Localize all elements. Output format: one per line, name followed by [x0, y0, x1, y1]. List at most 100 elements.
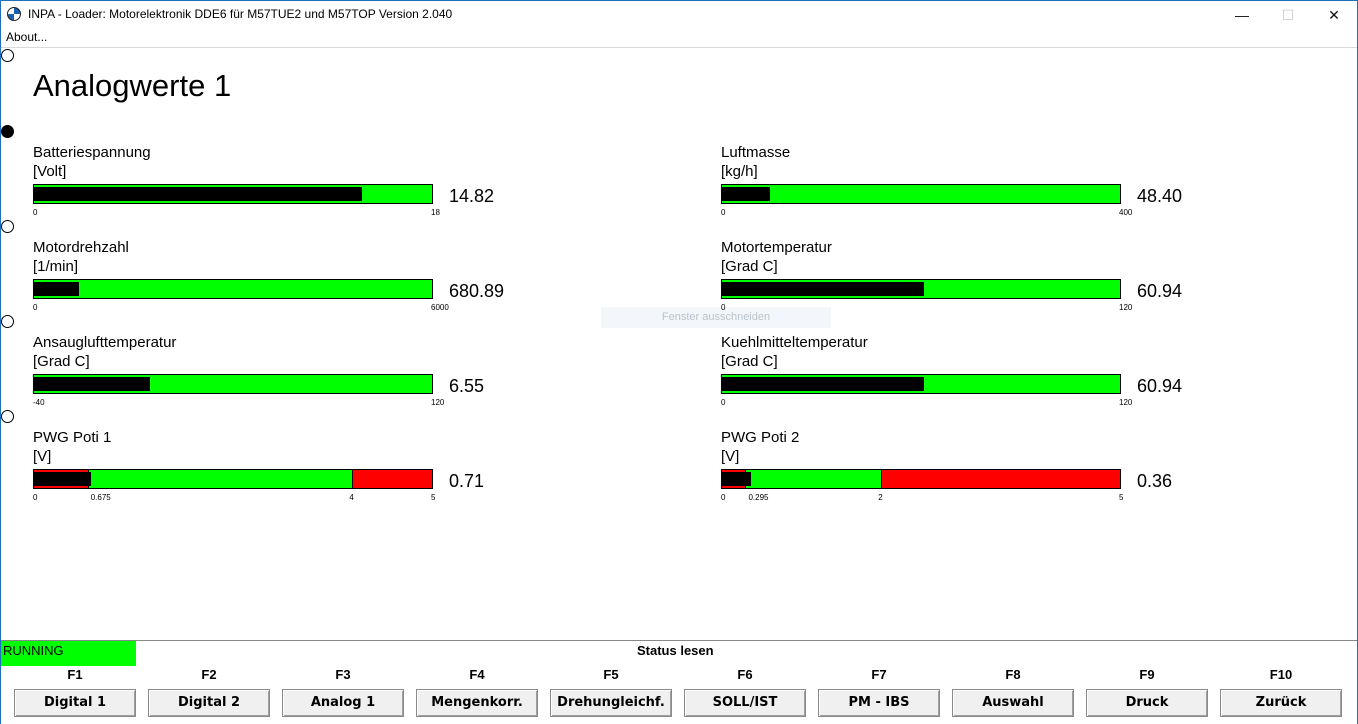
gauge-value: 0.36: [1137, 471, 1173, 491]
gauge-value: 6.55: [449, 376, 485, 396]
gauge-bar: [721, 469, 1121, 489]
gauge-max-label: 5: [1119, 493, 1124, 502]
gauge-unit: [Grad C]: [721, 258, 778, 275]
fkey-button-f6[interactable]: SOLL/IST: [684, 689, 806, 717]
gauge-min-label: 0: [721, 303, 726, 312]
gauge-threshold-label: 4: [349, 493, 354, 502]
gauge-2: Motordrehzahl [1/min] 680.89 0 6000: [33, 239, 593, 319]
gauge-name: Luftmasse: [721, 144, 791, 161]
radio-indicator: [1, 49, 14, 62]
gauge-value: 48.40: [1137, 186, 1183, 206]
gauge-unit: [Grad C]: [721, 353, 778, 370]
gauge-fill: [722, 472, 751, 486]
gauge-max-label: 120: [1119, 303, 1133, 312]
gauge-fill: [34, 472, 91, 486]
gauge-bar: [33, 279, 433, 299]
radio-indicator: [1, 410, 14, 423]
fkey-button-f8[interactable]: Auswahl: [952, 689, 1074, 717]
fkey-button-f7[interactable]: PM - IBS: [818, 689, 940, 717]
ghost-tooltip: Fenster ausschneiden: [601, 307, 831, 328]
radio-indicator: [1, 220, 14, 233]
gauge-5: Kuehlmitteltemperatur [Grad C] 60.94 0 120: [721, 334, 1281, 414]
gauge-min-label: 0: [721, 208, 726, 217]
gauge-threshold-label: 0.675: [90, 493, 111, 502]
gauge-fill: [722, 282, 925, 296]
gauge-name: Batteriespannung: [33, 144, 151, 161]
gauge-min-label: 0: [721, 493, 726, 502]
menu-bar: About...: [1, 29, 1357, 48]
fkey-button-f4[interactable]: Mengenkorr.: [416, 689, 538, 717]
gauge-4: Ansauglufttemperatur [Grad C] 6.55 -40 120: [33, 334, 593, 414]
gauge-threshold-mark: [352, 470, 354, 488]
gauge-value: 60.94: [1137, 376, 1183, 396]
close-button[interactable]: ✕: [1328, 7, 1340, 23]
gauge-name: Motortemperatur: [721, 239, 832, 256]
gauge-bar: [33, 184, 433, 204]
fkey-button-f3[interactable]: Analog 1: [282, 689, 404, 717]
gauge-min-label: 0: [33, 493, 38, 502]
fkey-button-f1[interactable]: Digital 1: [14, 689, 136, 717]
gauge-bar: [721, 184, 1121, 204]
gauge-threshold-label: 0.295: [748, 493, 769, 502]
gauge-min-label: 0: [33, 208, 38, 217]
gauge-zone-ok: [745, 470, 882, 488]
gauge-fill: [722, 377, 925, 391]
gauge-unit: [V]: [721, 448, 740, 465]
gauge-value: 0.71: [449, 471, 485, 491]
gauge-zone-ok: [87, 470, 353, 488]
gauge-value: 680.89: [449, 281, 505, 301]
fkey-label-f2: F2: [201, 667, 217, 682]
gauge-name: PWG Poti 2: [721, 429, 800, 446]
gauge-min-label: 0: [33, 303, 38, 312]
title-bar: INPA - Loader: Motorelektronik DDE6 für …: [1, 1, 1357, 29]
fkey-button-f9[interactable]: Druck: [1086, 689, 1208, 717]
gauge-max-label: 120: [1119, 398, 1133, 407]
gauge-name: PWG Poti 1: [33, 429, 112, 446]
gauge-0: Batteriespannung [Volt] 14.82 0 18: [33, 144, 593, 224]
gauge-fill: [34, 187, 362, 201]
page-title: Analogwerte 1: [33, 68, 232, 103]
gauge-6: PWG Poti 1 [V] 0.71 0 5 0.675 4: [33, 429, 593, 509]
running-indicator: RUNNING: [1, 641, 136, 666]
gauge-fill: [34, 282, 79, 296]
fkey-button-f5[interactable]: Drehungleichf.: [550, 689, 672, 717]
gauge-max-label: 6000: [431, 303, 449, 312]
window-title: INPA - Loader: Motorelektronik DDE6 für …: [28, 7, 453, 21]
minimize-button[interactable]: —: [1235, 7, 1249, 23]
gauge-fill: [722, 187, 771, 201]
gauge-threshold-mark: [881, 470, 883, 488]
gauge-bar: [33, 374, 433, 394]
gauge-max-label: 18: [431, 208, 440, 217]
gauge-unit: [kg/h]: [721, 163, 758, 180]
gauge-bar: [33, 469, 433, 489]
gauge-3: Motortemperatur [Grad C] 60.94 0 120: [721, 239, 1281, 319]
fkey-label-f3: F3: [335, 667, 351, 682]
gauge-min-label: -40: [33, 398, 45, 407]
fkey-label-f5: F5: [603, 667, 619, 682]
maximize-button[interactable]: ☐: [1281, 7, 1295, 23]
gauge-value: 60.94: [1137, 281, 1183, 301]
gauge-threshold-label: 2: [878, 493, 883, 502]
gauge-max-label: 120: [431, 398, 445, 407]
gauge-unit: [V]: [33, 448, 52, 465]
status-area: RUNNING Status lesen F1 Digital 1 F2 Digita…: [1, 640, 1357, 724]
fkey-label-f9: F9: [1139, 667, 1155, 682]
menu-about[interactable]: About...: [6, 30, 48, 44]
gauge-name: Kuehlmitteltemperatur: [721, 334, 868, 351]
fkey-label-f1: F1: [67, 667, 83, 682]
gauge-max-label: 400: [1119, 208, 1133, 217]
fkey-label-f6: F6: [737, 667, 753, 682]
gauge-1: Luftmasse [kg/h] 48.40 0 400: [721, 144, 1281, 224]
fkey-label-f7: F7: [871, 667, 887, 682]
gauge-fill: [34, 377, 150, 391]
gauge-7: PWG Poti 2 [V] 0.36 0 5 0.295 2: [721, 429, 1281, 509]
gauge-value: 14.82: [449, 186, 495, 206]
gauge-unit: [Volt]: [33, 163, 67, 180]
fkey-button-f2[interactable]: Digital 2: [148, 689, 270, 717]
gauge-name: Motordrehzahl: [33, 239, 129, 256]
fkey-button-f10[interactable]: Zurück: [1220, 689, 1342, 717]
bmw-app-icon: [7, 7, 21, 21]
radio-indicator: [1, 315, 14, 328]
gauge-name: Ansauglufttemperatur: [33, 334, 177, 351]
gauge-zone-high: [352, 470, 432, 488]
